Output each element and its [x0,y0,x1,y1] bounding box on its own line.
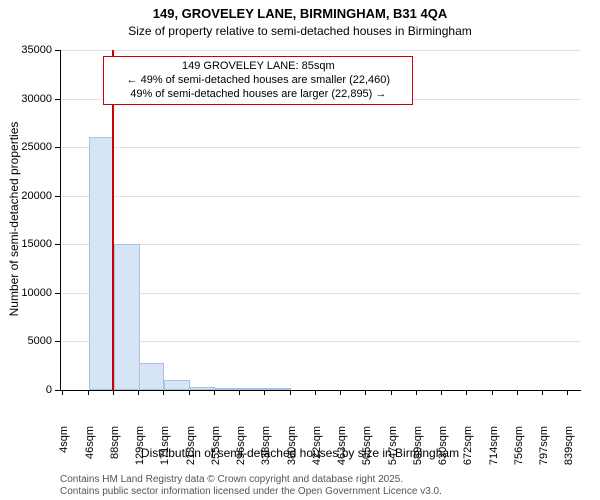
xtick-label: 422sqm [311,426,323,476]
ytick-label: 10000 [0,287,52,299]
xtick-mark [62,390,63,395]
ytick-label: 15000 [0,238,52,250]
histogram-bar [190,387,215,390]
xtick-mark [264,390,265,395]
xtick-mark [391,390,392,395]
xtick-label: 797sqm [538,426,550,476]
ytick-mark [55,196,60,197]
chart-root: 149, GROVELEY LANE, BIRMINGHAM, B31 4QA … [0,0,600,500]
xtick-label: 756sqm [513,426,525,476]
annotation-line: 149 GROVELEY LANE: 85sqm [110,60,406,74]
ytick-mark [55,341,60,342]
ytick-mark [55,50,60,51]
xtick-mark [163,390,164,395]
xtick-mark [365,390,366,395]
histogram-bar [89,137,114,390]
chart-title: 149, GROVELEY LANE, BIRMINGHAM, B31 4QA [0,6,600,21]
xtick-label: 255sqm [210,426,222,476]
xtick-label: 714sqm [488,426,500,476]
xtick-mark [189,390,190,395]
xtick-label: 46sqm [84,426,96,476]
xtick-label: 505sqm [361,426,373,476]
xtick-mark [466,390,467,395]
xtick-mark [416,390,417,395]
ytick-mark [55,390,60,391]
xtick-mark [492,390,493,395]
plot-area: 149 GROVELEY LANE: 85sqm← 49% of semi-de… [60,50,581,391]
xtick-label: 4sqm [58,426,70,476]
histogram-bar [240,388,265,390]
annotation-line: 49% of semi-detached houses are larger (… [110,88,406,102]
xtick-label: 547sqm [387,426,399,476]
xtick-mark [113,390,114,395]
histogram-bar [265,388,290,390]
chart-subtitle: Size of property relative to semi-detach… [0,24,600,38]
xtick-mark [517,390,518,395]
ytick-label: 0 [0,384,52,396]
xtick-mark [88,390,89,395]
histogram-bar [164,380,189,390]
annotation-line: ← 49% of semi-detached houses are smalle… [110,74,406,88]
xtick-label: 839sqm [563,426,575,476]
ytick-mark [55,293,60,294]
ytick-mark [55,99,60,100]
xtick-mark [214,390,215,395]
xtick-mark [441,390,442,395]
ytick-label: 20000 [0,190,52,202]
ytick-label: 25000 [0,141,52,153]
xtick-label: 171sqm [159,426,171,476]
ytick-label: 5000 [0,335,52,347]
xtick-mark [239,390,240,395]
histogram-bar [215,388,240,390]
ytick-mark [55,244,60,245]
xtick-label: 380sqm [286,426,298,476]
xtick-label: 338sqm [260,426,272,476]
histogram-bar [114,244,139,390]
xtick-mark [542,390,543,395]
gridline [61,147,581,148]
annotation-box: 149 GROVELEY LANE: 85sqm← 49% of semi-de… [103,56,413,105]
xtick-label: 88sqm [109,426,121,476]
xtick-mark [315,390,316,395]
xtick-label: 630sqm [437,426,449,476]
xtick-mark [340,390,341,395]
xtick-label: 589sqm [412,426,424,476]
footer-line-2: Contains public sector information licen… [60,486,442,498]
ytick-label: 30000 [0,93,52,105]
ytick-label: 35000 [0,44,52,56]
histogram-bar [139,363,164,390]
xtick-label: 672sqm [462,426,474,476]
ytick-mark [55,147,60,148]
xtick-label: 129sqm [134,426,146,476]
gridline [61,196,581,197]
xtick-label: 463sqm [336,426,348,476]
chart-footer: Contains HM Land Registry data © Crown c… [60,474,442,498]
xtick-mark [567,390,568,395]
xtick-label: 213sqm [185,426,197,476]
xtick-mark [290,390,291,395]
gridline [61,50,581,51]
xtick-mark [138,390,139,395]
xtick-label: 296sqm [235,426,247,476]
